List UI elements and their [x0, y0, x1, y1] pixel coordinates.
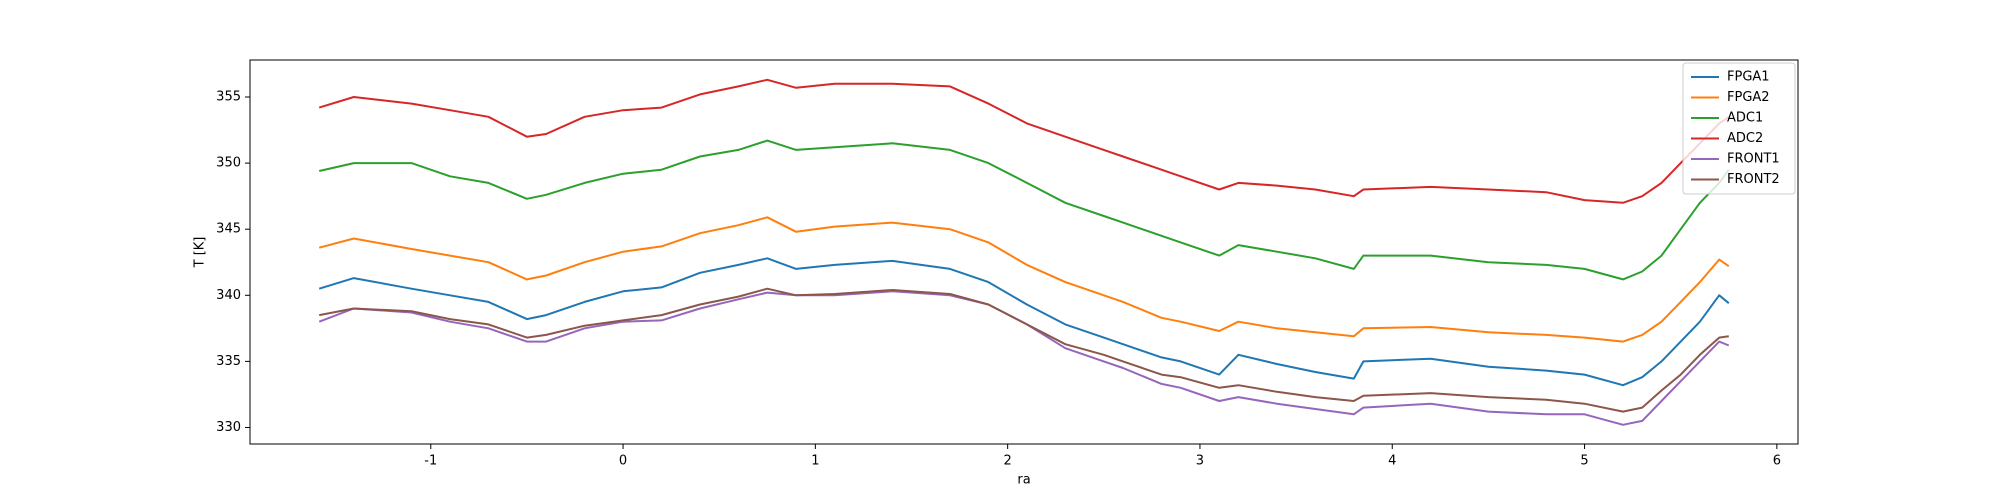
- y-tick-label: 345: [216, 222, 241, 237]
- legend-label: FPGA1: [1727, 70, 1770, 85]
- x-axis-label: ra: [1017, 473, 1030, 488]
- legend-label: ADC1: [1727, 111, 1763, 126]
- series-line: [318, 216, 1730, 343]
- series-line: [319, 287, 1729, 413]
- series-line: [318, 290, 1730, 426]
- y-tick-label: 330: [216, 420, 241, 435]
- legend-box: [1682, 62, 1796, 195]
- legend-label: ADC2: [1727, 131, 1763, 146]
- series-line: [318, 78, 1730, 204]
- y-tick-label: 340: [216, 288, 241, 303]
- x-tick-label: 3: [1196, 454, 1204, 469]
- y-tick-label: 335: [216, 354, 241, 369]
- x-tick-label: 5: [1580, 454, 1588, 469]
- y-tick-label: 355: [216, 90, 241, 105]
- legend-label: FRONT1: [1727, 152, 1780, 167]
- x-tick-label: 0: [619, 454, 627, 469]
- series-line: [318, 257, 1730, 387]
- y-tick-label: 350: [216, 156, 241, 171]
- plot-frame: [249, 59, 1799, 445]
- series-line: [318, 139, 1730, 281]
- x-tick-label: 2: [1004, 454, 1012, 469]
- legend-label: FRONT2: [1727, 172, 1780, 187]
- x-tick-label: 4: [1388, 454, 1396, 469]
- x-tick-label: 6: [1773, 454, 1781, 469]
- x-tick-label: -1: [424, 454, 437, 469]
- legend-label: FPGA2: [1727, 90, 1770, 105]
- x-tick-label: 1: [811, 454, 819, 469]
- y-axis-label: T [K]: [193, 237, 208, 269]
